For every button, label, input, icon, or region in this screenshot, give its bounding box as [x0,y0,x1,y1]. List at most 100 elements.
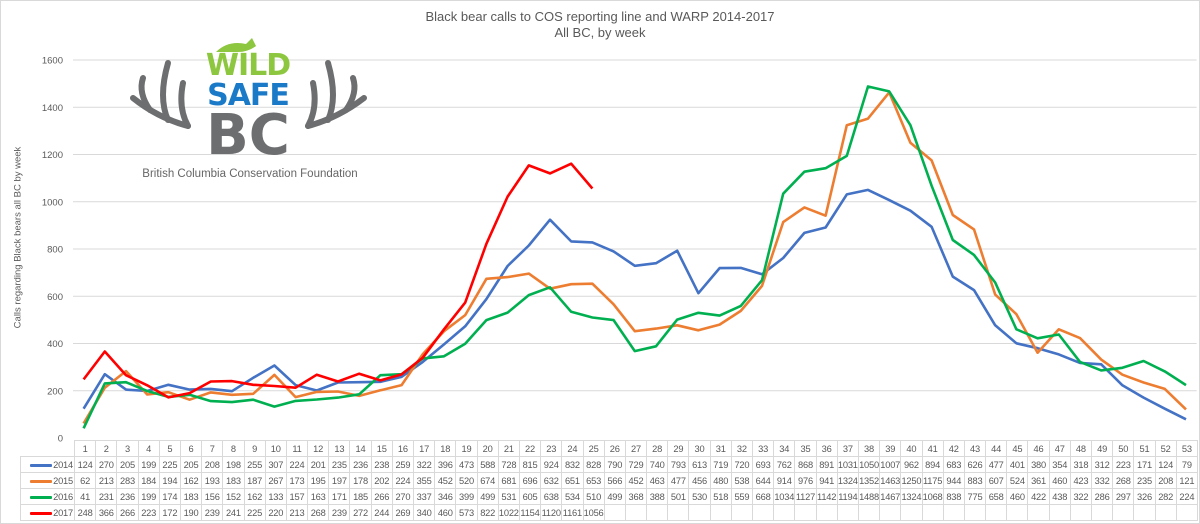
table-cell: 626 [963,456,987,473]
table-cell [836,504,859,521]
table-cell: 1324 [836,472,859,489]
week-header: 43 [963,440,987,457]
table-cell: 422 [1027,488,1050,505]
week-header: 46 [1027,440,1050,457]
week-header: 6 [179,440,203,457]
table-cell: 224 [1175,488,1198,505]
week-header: 45 [1006,440,1029,457]
table-cell: 473 [455,456,478,473]
table-cell: 266 [370,488,393,505]
table-cell [1069,504,1093,521]
legend-swatch-icon [30,495,53,499]
gridlines [73,59,1197,392]
week-header: 51 [1133,440,1156,457]
table-cell: 1161 [561,504,584,521]
week-header: 38 [857,440,881,457]
table-cell: 573 [455,504,478,521]
table-cell: 178 [349,472,372,489]
table-cell: 195 [307,472,330,489]
table-cell: 828 [582,456,605,473]
week-header: 2 [95,440,118,457]
table-cell: 460 [1006,488,1029,505]
table-cell: 460 [434,504,457,521]
table-cell: 268 [1112,472,1135,489]
table-cell: 202 [370,472,393,489]
series-name: 2016 [53,491,73,502]
table-cell [1090,504,1114,521]
table-cell: 213 [285,504,309,521]
table-cell: 205 [116,456,139,473]
table-cell: 213 [95,472,118,489]
table-cell [1112,504,1135,521]
table-cell: 121 [1175,472,1198,489]
table-cell: 187 [243,472,266,489]
table-cell: 270 [95,456,118,473]
table-cell: 1488 [857,488,881,505]
week-header: 10 [264,440,287,457]
week-header: 20 [476,440,499,457]
table-cell: 286 [1090,488,1114,505]
table-cell: 396 [434,456,457,473]
y-tick-label: 1200 [42,150,63,161]
week-header: 17 [412,440,436,457]
logo-safe: SAFE [207,78,290,113]
table-cell: 1007 [879,456,902,473]
table-cell: 681 [497,472,520,489]
table-cell: 156 [201,488,224,505]
table-cell [730,504,754,521]
series-lines [82,85,1187,429]
table-cell: 272 [349,504,372,521]
table-cell: 924 [540,456,563,473]
table-cell: 297 [1112,488,1135,505]
antler-logo-icon [130,38,367,129]
table-cell: 944 [942,472,965,489]
table-cell: 531 [497,488,520,505]
table-cell: 399 [455,488,478,505]
table-cell: 729 [624,456,648,473]
table-cell: 790 [603,456,626,473]
table-cell: 223 [1112,456,1135,473]
week-header: 47 [1048,440,1071,457]
table-cell: 632 [540,472,563,489]
table-cell: 832 [561,456,584,473]
table-cell: 1127 [794,488,817,505]
table-cell: 193 [201,472,224,489]
table-cell [751,504,775,521]
table-header-row: 1 2 3 4 5 6 7 8 9 10 11 12 13 14 15 16 17 18 19 20 21 22 23 24 2… [21,440,1198,457]
table-cell [879,504,902,521]
table-cell: 1194 [836,488,859,505]
table-cell: 477 [667,472,690,489]
table-cell: 762 [773,456,796,473]
table-cell [1154,504,1177,521]
table-cell [1048,504,1071,521]
table-cell: 696 [518,472,542,489]
table-cell: 224 [391,472,415,489]
table-cell: 199 [137,488,160,505]
table-cell: 510 [582,488,605,505]
week-header: 35 [794,440,817,457]
table-cell: 477 [985,456,1008,473]
table-cell [857,504,881,521]
table-cell: 1056 [582,504,605,521]
week-header: 1 [73,440,97,457]
week-header: 24 [561,440,584,457]
table-cell: 1068 [921,488,944,505]
table-cell: 613 [688,456,711,473]
table-cell: 1120 [540,504,563,521]
table-cell: 235 [328,456,351,473]
table-cell: 163 [307,488,330,505]
week-header: 48 [1069,440,1093,457]
week-header: 50 [1112,440,1135,457]
week-header: 23 [540,440,563,457]
week-header: 29 [667,440,690,457]
table-cell: 1324 [900,488,923,505]
table-cell: 152 [222,488,245,505]
table-cell: 683 [942,456,965,473]
table-cell: 220 [264,504,287,521]
week-header: 21 [497,440,520,457]
table-cell [900,504,923,521]
week-header: 22 [518,440,542,457]
table-cell: 588 [476,456,499,473]
table-cell: 231 [95,488,118,505]
series-legend-key: 2017 [20,504,75,521]
